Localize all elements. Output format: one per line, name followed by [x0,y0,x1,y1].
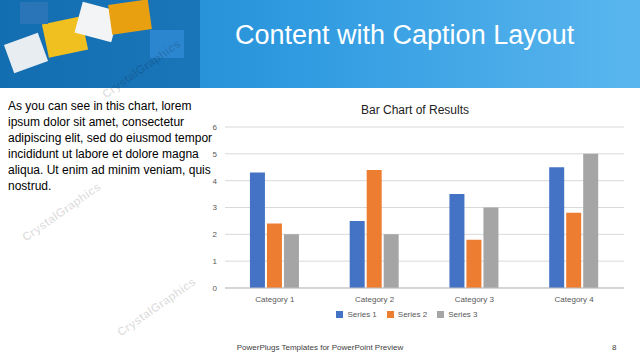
svg-text:3: 3 [213,203,218,212]
html-text:Content with Caption Layout: Content with Caption Layout [235,20,575,50]
svg-text:4: 4 [213,177,218,186]
svg-text:Category 2: Category 2 [355,295,395,304]
html-text:Series 1: Series 1 [347,310,377,319]
html-text:Series 2: Series 2 [397,310,428,319]
html-text:As you can see in this chart,: As you can see in this chart, lorem ipsu… [8,99,213,193]
html-text:CrystalGraphics: CrystalGraphics [99,36,184,102]
html-text:Bar Chart of Results: Bar Chart of Results [361,103,469,117]
svg-text:Category 3: Category 3 [455,295,495,304]
svg-text:Category 4: Category 4 [555,295,595,304]
svg-text:6: 6 [213,123,218,132]
svg-text:1: 1 [213,257,218,266]
html-text:Series 3: Series 3 [448,310,478,319]
svg-text:0: 0 [213,284,218,293]
html-text:CrystalGraphics: CrystalGraphics [19,179,104,245]
html-text:CrystalGraphics: CrystalGraphics [114,274,199,340]
svg-text:5: 5 [213,150,218,159]
svg-text:Category 1: Category 1 [255,295,295,304]
html-text:8: 8 [612,343,617,352]
svg-text:2: 2 [213,230,218,239]
html-text:PowerPlugs Templates for Power: PowerPlugs Templates for PowerPoint Prev… [236,343,404,352]
